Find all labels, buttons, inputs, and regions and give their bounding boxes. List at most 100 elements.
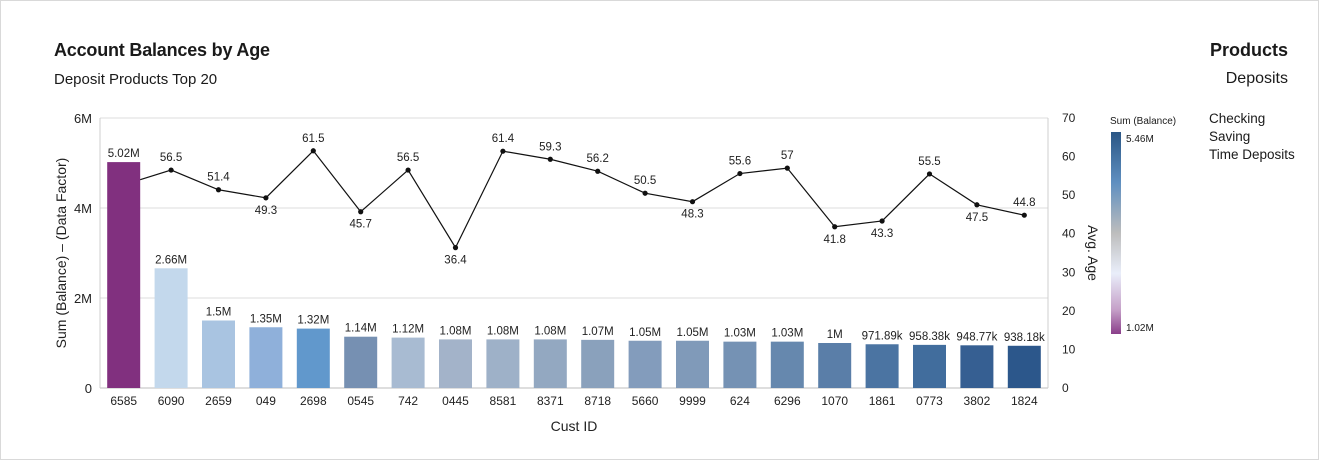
avg-age-label: 47.5: [966, 212, 988, 224]
y-tick-label: 4M: [74, 201, 92, 216]
avg-age-line: [140, 149, 1025, 249]
avg-age-label: 44.8: [1013, 197, 1035, 209]
avg-age-label: 45.7: [350, 219, 372, 231]
avg-age-label: 57: [781, 150, 794, 162]
bar-3802: [960, 345, 994, 388]
avg-age-label: 55.5: [918, 156, 940, 168]
bar-1070: [818, 343, 852, 388]
x-tick-label: 8371: [537, 394, 564, 408]
x-tick-label: 2659: [205, 394, 232, 408]
avg-age-point: [358, 209, 364, 215]
bar-value-label: 1.05M: [677, 327, 709, 339]
product-item-time-deposits[interactable]: Time Deposits: [1209, 147, 1295, 162]
avg-age-point: [595, 168, 601, 174]
y-tick-label: 6M: [74, 111, 92, 126]
avg-age-point: [263, 195, 269, 201]
avg-age-label: 50.5: [634, 175, 656, 187]
axes: 0 2M 4M 6M 0 10 20 30 40 50 60 70 Sum (Balance) – (D…: [53, 111, 1101, 434]
x-tick-label: 9999: [679, 394, 706, 408]
x-tick-label: 1824: [1011, 394, 1038, 408]
bar-6090: [154, 268, 188, 388]
y-tick-label: 2M: [74, 291, 92, 306]
bar-value-label: 1.5M: [206, 307, 232, 319]
avg-age-point: [974, 202, 980, 208]
avg-age-point: [784, 165, 790, 171]
x-axis-title: Cust ID: [551, 418, 598, 434]
avg-age-point: [452, 245, 459, 251]
bar-value-label: 971.89k: [862, 330, 903, 342]
bar-series: 5.02M 2.66M 1.5M 1.35M 1.32M 1.14M 1.12M 1.08M 1…: [107, 148, 1045, 388]
x-tick-label: 8718: [584, 394, 611, 408]
y2-tick-label: 30: [1062, 265, 1076, 279]
bar-0445: [439, 339, 472, 388]
bar-value-label: 1.32M: [297, 315, 329, 327]
bar-8718: [581, 339, 615, 388]
products-panel-subtitle: Deposits: [1225, 70, 1288, 87]
bar-value-label: 1.05M: [629, 327, 661, 339]
x-tick-label: 742: [398, 394, 418, 408]
bar-8371: [533, 339, 567, 388]
bar-value-label: 1.08M: [487, 325, 519, 337]
bar-value-label: 1.07M: [582, 326, 614, 338]
bar-value-label: 5.02M: [108, 148, 140, 160]
avg-age-label: 59.3: [539, 141, 561, 153]
y2-tick-label: 70: [1062, 111, 1076, 125]
product-item-checking[interactable]: Checking: [1209, 111, 1266, 126]
avg-age-point: [405, 167, 411, 173]
y2-tick-label: 40: [1062, 227, 1076, 241]
avg-age-point: [879, 218, 885, 224]
bar-1824: [1007, 345, 1041, 388]
legend-color-ramp: [1111, 132, 1121, 334]
y2-tick-label: 0: [1062, 381, 1069, 395]
x-tick-label: 0545: [347, 394, 374, 408]
y2-tick-label: 20: [1062, 304, 1076, 318]
y2-tick-label: 50: [1062, 188, 1076, 202]
chart-subtitle: Deposit Products Top 20: [54, 71, 218, 88]
bar-0773: [913, 344, 946, 388]
x-tick-label: 0773: [916, 394, 943, 408]
avg-age-point: [168, 167, 174, 173]
products-list: Checking Saving Time Deposits: [1209, 110, 1295, 164]
bar-value-label: 1.08M: [440, 325, 472, 337]
x-tick-label: 5660: [632, 394, 659, 408]
avg-age-point: [689, 199, 696, 205]
gridlines: [99, 117, 1049, 389]
avg-age-label: 49.3: [255, 205, 277, 217]
legend-max-label: 5.46M: [1126, 134, 1154, 145]
bar-2659: [202, 320, 235, 388]
avg-age-label: 41.8: [824, 234, 846, 246]
x-tick-label: 0445: [442, 394, 469, 408]
bar-value-label: 948.77k: [956, 331, 997, 343]
bar-6585: [107, 162, 141, 388]
legend-min-label: 1.02M: [1126, 323, 1154, 334]
avg-age-point: [547, 156, 553, 162]
bar-value-label: 1.03M: [724, 328, 756, 340]
y-axis-title: Sum (Balance) – (Data Factor): [53, 158, 69, 349]
y2-tick-label: 60: [1062, 150, 1076, 164]
y-tick-label: 0: [85, 381, 92, 396]
x-tick-label: 6090: [158, 394, 185, 408]
x-tick-label: 8581: [490, 394, 517, 408]
bar-value-label: 1.12M: [392, 324, 424, 336]
avg-age-point: [310, 148, 316, 154]
bar-value-label: 1.14M: [345, 323, 377, 335]
bar-value-label: 1.08M: [534, 325, 566, 337]
x-tick-label: 6585: [110, 394, 137, 408]
x-tick-label: 624: [730, 394, 750, 408]
avg-age-point: [642, 190, 648, 196]
avg-age-point: [832, 224, 838, 230]
x-tick-label: 3802: [964, 394, 991, 408]
product-item-saving[interactable]: Saving: [1209, 129, 1251, 144]
bar-5660: [628, 340, 662, 388]
bar-value-label: 1M: [827, 329, 843, 341]
chart-title: Account Balances by Age: [54, 40, 270, 60]
bar-2698: [296, 328, 330, 388]
avg-age-point: [500, 148, 506, 154]
products-panel-title: Products: [1209, 40, 1288, 60]
x-tick-label: 2698: [300, 394, 327, 408]
avg-age-label: 61.5: [302, 133, 324, 145]
bar-624: [723, 341, 757, 388]
avg-age-label: 43.3: [871, 228, 893, 240]
y2-axis-title: Avg. Age: [1085, 225, 1101, 281]
